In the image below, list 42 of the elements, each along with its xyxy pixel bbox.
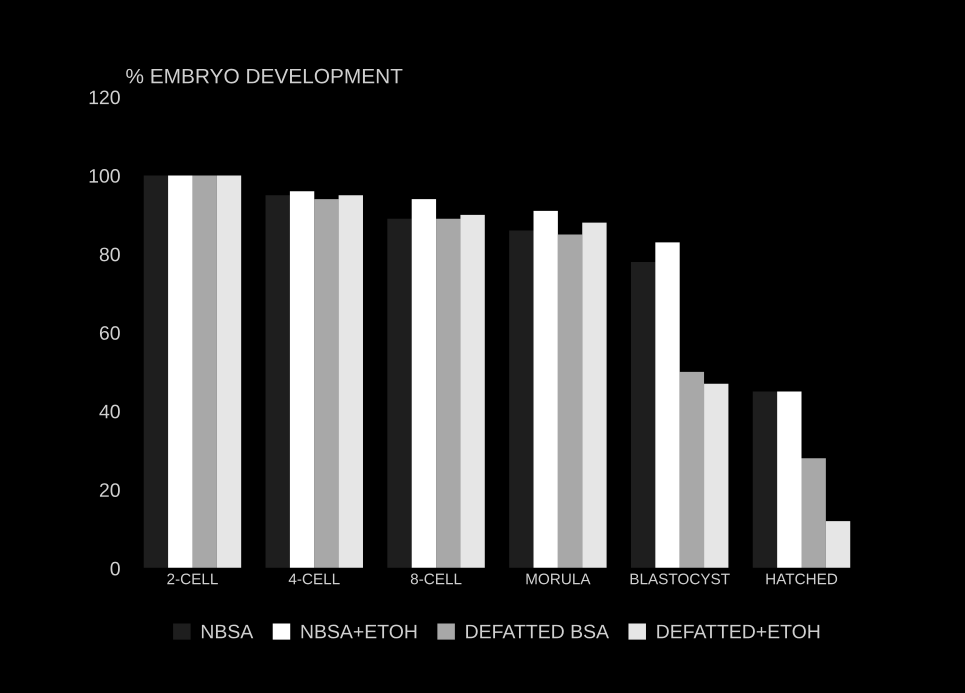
legend-label: DEFATTED BSA (466, 624, 609, 638)
x-tick-label: BLASTOCYST (630, 574, 730, 584)
bar (752, 392, 778, 568)
bar (290, 191, 314, 568)
y-tick-label: 60 (100, 326, 120, 340)
bar (216, 176, 242, 568)
y-tick-label: 40 (99, 404, 120, 418)
x-tick-label: MORULA (526, 574, 591, 584)
legend-label: DEFATTED+ETOH (657, 624, 820, 638)
bar (387, 218, 412, 568)
y-axis-title: % EMBRYO DEVELOPMENT (126, 68, 402, 84)
bar (630, 262, 656, 568)
y-tick-label: 80 (100, 248, 120, 262)
bar (144, 176, 168, 568)
y-tick-label: 120 (90, 90, 120, 104)
bar (655, 242, 680, 568)
bar (436, 218, 460, 568)
x-tick-label: 4-CELL (288, 574, 340, 584)
x-tick-label: 8-CELL (410, 574, 462, 584)
bar (704, 384, 728, 568)
bar (558, 234, 582, 568)
legend-label: NBSA (202, 624, 254, 638)
bar (680, 372, 704, 568)
bar (582, 222, 607, 568)
bar (826, 521, 850, 568)
y-tick-label: 20 (100, 483, 120, 497)
bar (338, 195, 363, 568)
bar (266, 195, 290, 568)
x-tick-label: HATCHED (766, 574, 838, 584)
bar (509, 230, 534, 568)
bar (802, 458, 826, 568)
y-tick-label: 100 (90, 169, 120, 183)
bar (534, 210, 558, 568)
legend-label: NBSA+ETOH (302, 624, 416, 638)
bar (168, 176, 192, 568)
y-tick-label: 0 (110, 562, 120, 576)
bar (192, 176, 217, 568)
bar (777, 392, 802, 568)
bar (314, 199, 339, 568)
bar (460, 214, 485, 568)
x-tick-label: 2-CELL (167, 574, 218, 584)
bar (412, 199, 436, 568)
